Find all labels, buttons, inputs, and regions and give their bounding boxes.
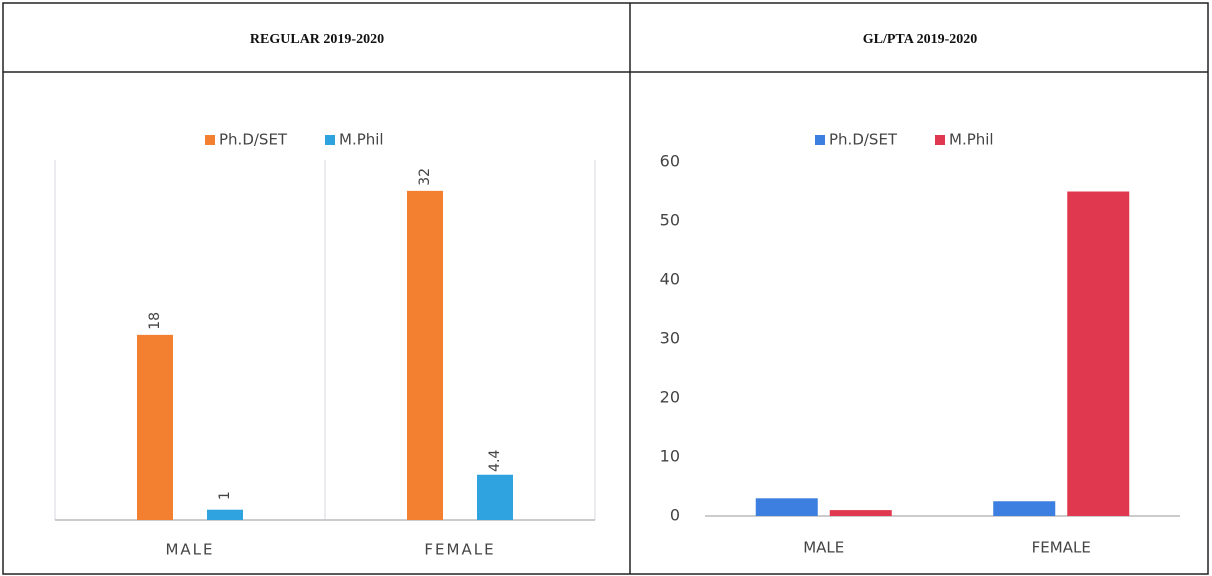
bar: [137, 334, 173, 520]
x-tick-label: MALE: [165, 541, 214, 559]
x-tick-label: FEMALE: [1032, 539, 1091, 557]
x-tick-label: FEMALE: [424, 541, 495, 559]
y-tick-label: 0: [670, 506, 680, 525]
bar: [829, 510, 892, 516]
y-tick-label: 30: [660, 329, 680, 348]
x-tick-label: MALE: [803, 539, 844, 557]
bar: [207, 509, 243, 520]
data-label: 1: [217, 491, 233, 500]
legend-swatch: [935, 135, 945, 145]
y-tick-label: 50: [660, 211, 680, 230]
legend-swatch: [205, 135, 215, 145]
legend-label: M.Phil: [339, 131, 384, 149]
legend-label: M.Phil: [949, 131, 994, 149]
legend-label: Ph.D/SET: [829, 131, 898, 149]
data-label: 18: [147, 312, 163, 330]
y-tick-label: 40: [660, 270, 680, 289]
bar: [477, 474, 513, 520]
legend-label: Ph.D/SET: [219, 131, 288, 149]
y-tick-label: 10: [660, 447, 680, 466]
data-label: 32: [417, 168, 433, 186]
bar: [755, 498, 818, 516]
y-tick-label: 60: [660, 152, 680, 171]
bar: [407, 190, 443, 520]
legend-swatch: [325, 135, 335, 145]
chart-title: GL/PTA 2019-2020: [863, 32, 977, 47]
legend-swatch: [815, 135, 825, 145]
y-tick-label: 20: [660, 388, 680, 407]
bar: [993, 501, 1056, 516]
chart-title: REGULAR 2019-2020: [250, 32, 384, 47]
data-label: 4.4: [487, 450, 503, 472]
bar: [1067, 191, 1130, 516]
